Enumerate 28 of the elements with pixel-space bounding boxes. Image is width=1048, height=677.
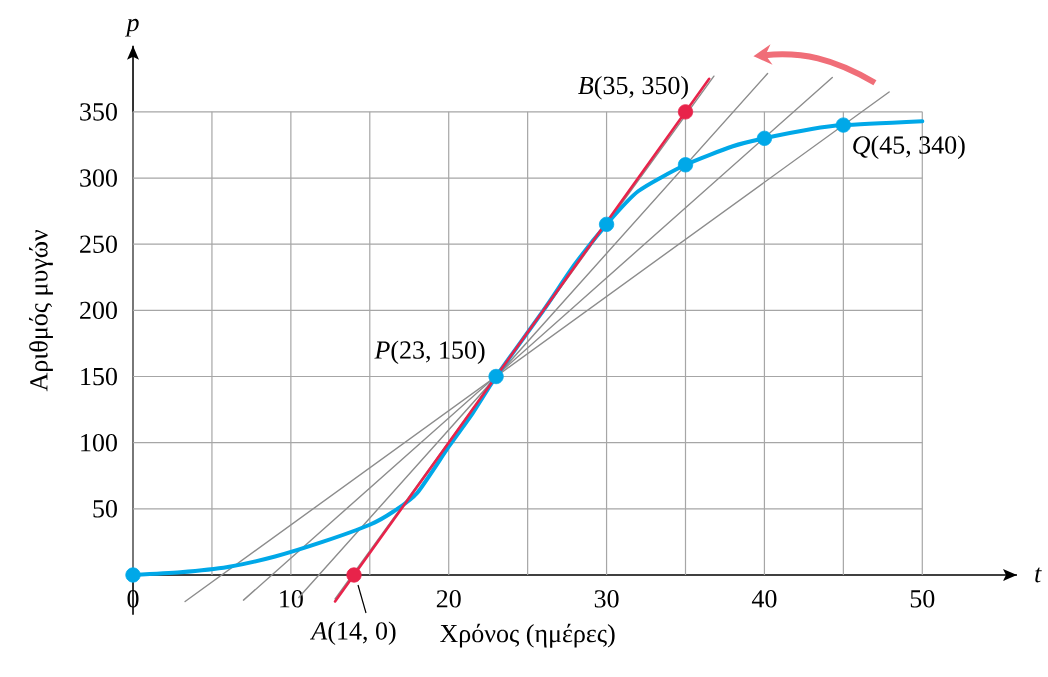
annotation: B(35, 350) [578,75,688,100]
point [598,216,615,232]
y-tick-label: 200 [80,301,117,320]
y-tick-label: 300 [80,169,117,187]
point [488,368,504,385]
y-tick-label: 350 [80,103,117,121]
annotation: Q(45, 340) [853,135,965,160]
point [835,117,851,133]
x-axis-title: Χρόνος (ημέρες) [440,623,615,648]
y-axis-title: Αριθμός μυγών [29,229,53,392]
y-tick-label: 50 [93,500,117,518]
point [125,567,141,583]
x-tick-label: 50 [910,590,935,608]
text: t [1035,567,1042,583]
annotation: P(23, 150) [374,340,485,365]
point [677,157,694,173]
y-tick-label: 250 [80,235,117,253]
point [677,104,694,120]
y-tick-label: 100 [81,433,117,452]
x-tick-label: 30 [594,590,619,608]
point [756,130,773,146]
text: p [124,18,139,37]
y-tick-label: 150 [81,367,117,386]
x-tick-label: 40 [751,590,777,608]
x-tick-label: 10 [280,590,303,608]
x-tick-label: 20 [436,590,461,608]
point [346,567,362,583]
annotation: A(14, 0) [309,621,396,645]
